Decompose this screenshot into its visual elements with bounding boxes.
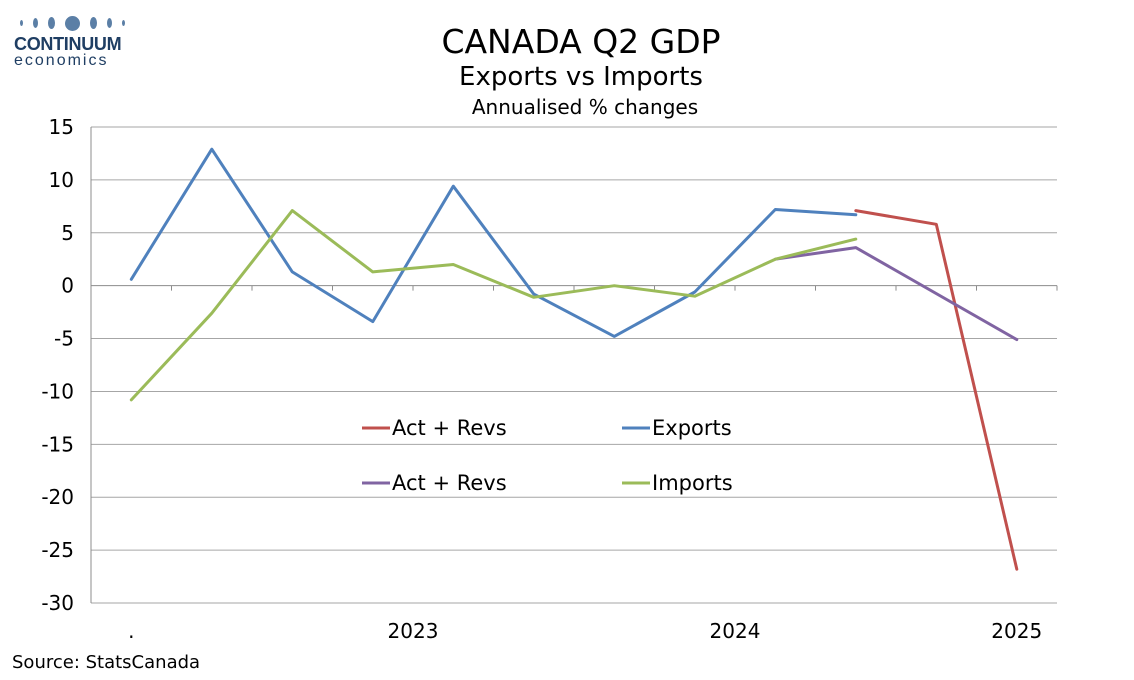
y-tick-label: 10 (49, 168, 74, 192)
x-tick-label: 2023 (388, 619, 439, 643)
x-tick-label: . (128, 619, 134, 643)
x-tick-label: 2024 (710, 619, 761, 643)
series-line (773, 246, 1019, 342)
y-tick-label: -25 (41, 538, 74, 562)
series-line (129, 147, 858, 338)
logo-brand-sub: economics (14, 52, 109, 69)
y-tick-label: -30 (41, 591, 74, 615)
source-note: Source: StatsCanada (12, 652, 201, 673)
y-tick-label: -20 (41, 485, 74, 509)
chart-subtitle-units: Annualised % changes (471, 95, 699, 119)
series-line (854, 209, 1019, 571)
chart-subtitle: Exports vs Imports (459, 62, 703, 92)
series-line (129, 209, 858, 402)
continuum-economics-logo: CONTINUUM economics (14, 14, 134, 76)
x-tick-label: 2025 (991, 619, 1042, 643)
y-tick-label: -5 (54, 327, 74, 351)
y-tick-label: 15 (49, 115, 74, 139)
chart-title: CANADA Q2 GDP (441, 22, 721, 61)
logo-brand-name: CONTINUUM (14, 34, 122, 54)
legend-label: Imports (652, 471, 733, 495)
y-tick-label: -10 (41, 379, 74, 403)
logo-dots-icon (20, 14, 134, 32)
legend-label: Act + Revs (392, 471, 507, 495)
legend-label: Act + Revs (392, 416, 507, 440)
y-tick-label: 0 (61, 274, 74, 298)
y-tick-label: -15 (41, 432, 74, 456)
y-tick-label: 5 (61, 221, 74, 245)
legend-label: Exports (652, 416, 732, 440)
